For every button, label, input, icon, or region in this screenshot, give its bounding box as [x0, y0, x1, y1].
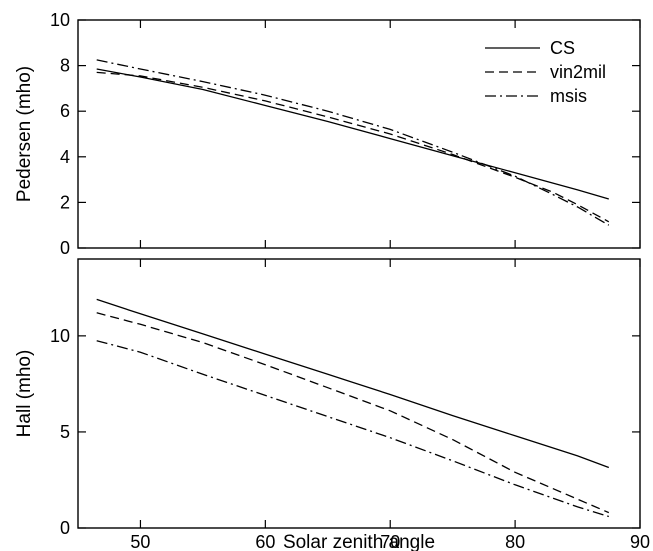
plot-frame — [77, 19, 641, 249]
series-line-msis — [96, 340, 609, 518]
y-tick-label: 0 — [60, 518, 70, 538]
chart-panel-1: 0 2 4 6 8 10 Pedersen (mho) CS vin2mil msis — [14, 10, 641, 258]
plot-frame — [77, 258, 641, 529]
series-line-CS — [96, 298, 610, 469]
y-axis-label: Hall (mho) — [14, 350, 35, 438]
x-tick-label: 60 — [255, 532, 275, 551]
y-tick-label: 4 — [60, 147, 70, 167]
series-line-msis — [96, 59, 610, 226]
y-tick-label: 2 — [60, 192, 70, 212]
y-axis-label: Pedersen (mho) — [14, 66, 35, 202]
x-tick-label: 50 — [130, 532, 150, 551]
legend: CS vin2mil msis — [485, 38, 606, 106]
series-line-vin2mil — [96, 71, 610, 223]
y-tick-label: 6 — [60, 101, 70, 121]
x-tick-label: 80 — [505, 532, 525, 551]
legend-label: CS — [550, 38, 575, 58]
y-tick-label: 8 — [60, 56, 70, 76]
y-tick-label: 0 — [60, 238, 70, 258]
y-tick-label: 10 — [50, 10, 70, 30]
legend-label: vin2mil — [550, 62, 606, 82]
x-axis-label: Solar zenith angle — [283, 532, 435, 551]
series-line-vin2mil — [96, 312, 610, 514]
x-tick-label: 70 — [380, 532, 400, 551]
x-tick-label: 90 — [630, 532, 650, 551]
y-tick-label: 5 — [60, 422, 70, 442]
y-tick-label: 10 — [50, 326, 70, 346]
series-line-CS — [96, 68, 609, 200]
chart-panel-2: 50 60 70 80 90 0 5 10 Hall (mho) Solar zenith ang… — [14, 258, 650, 551]
legend-label: msis — [550, 86, 587, 106]
